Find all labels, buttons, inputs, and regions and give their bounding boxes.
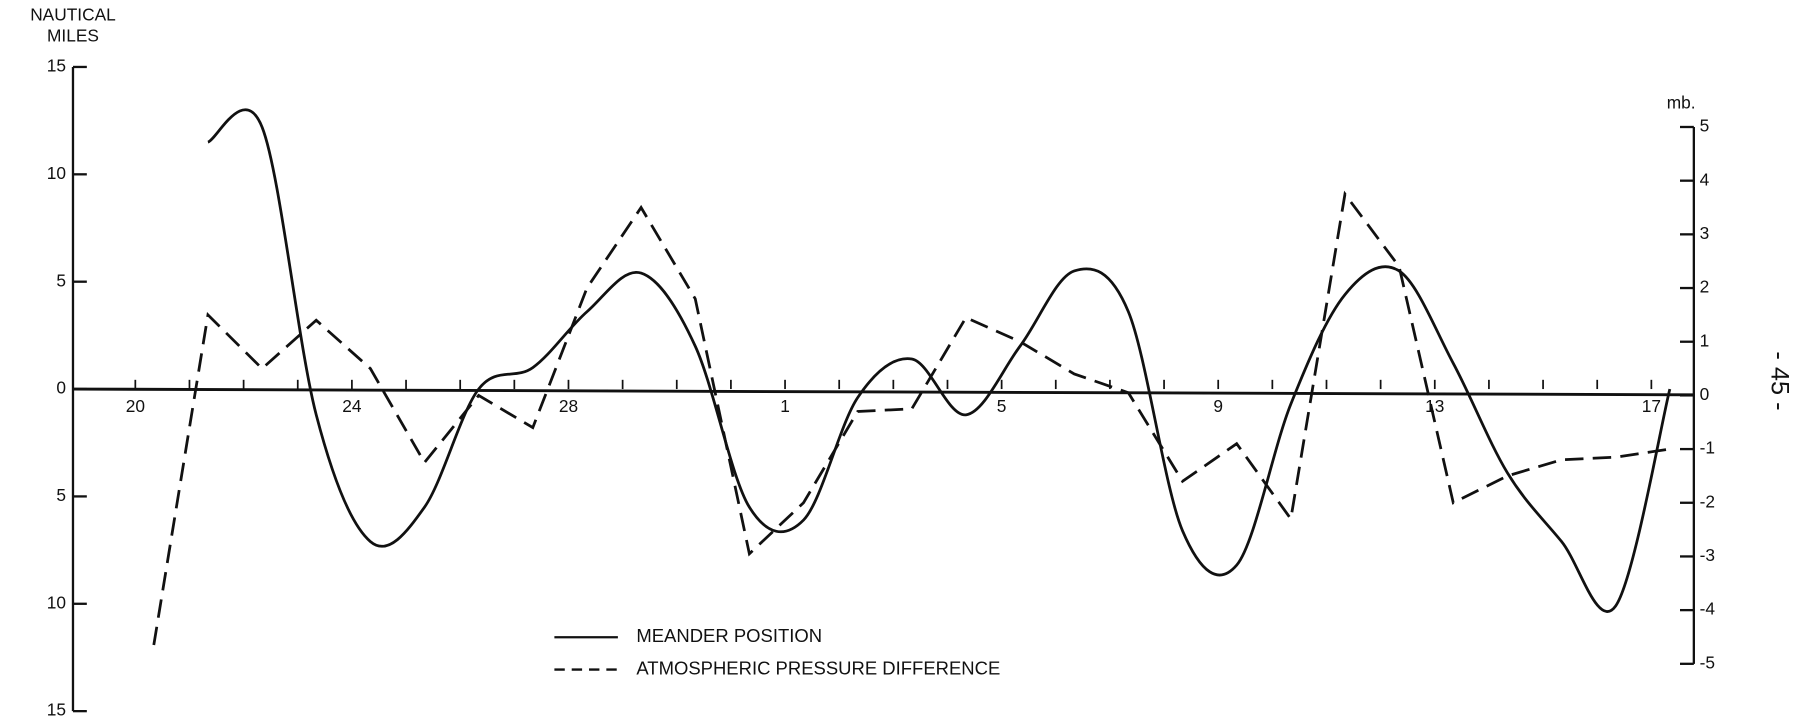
x-tick-label: 13 [1425, 396, 1444, 416]
y2-tick-label: -2 [1700, 491, 1715, 511]
y-tick-label: 10 [47, 163, 66, 183]
y-tick-label: 15 [47, 700, 66, 720]
y2-tick-label: -5 [1700, 652, 1715, 672]
x-tick-label: 17 [1642, 396, 1661, 416]
page-number: - 45 - [1765, 351, 1793, 410]
legend-label: ATMOSPHERIC PRESSURE DIFFERENCE [636, 657, 1000, 678]
x-tick-label: 28 [559, 396, 578, 416]
y-tick-label: 5 [56, 270, 66, 290]
y-tick-label: 10 [47, 592, 66, 612]
y-tick-label: 15 [47, 56, 66, 76]
x-tick-label: 5 [997, 396, 1007, 416]
y2-tick-label: -3 [1700, 545, 1715, 565]
line-series [152, 190, 1671, 646]
y2-tick-label: 3 [1700, 223, 1710, 243]
y2-tick-label: -4 [1700, 599, 1716, 619]
x-tick-label: 1 [780, 396, 790, 416]
legend-label: MEANDER POSITION [636, 625, 822, 646]
y2-tick-label: 0 [1700, 384, 1710, 404]
y2-axis-title: mb. [1667, 92, 1696, 112]
y2-tick-label: 1 [1700, 330, 1710, 350]
y2-tick-label: -1 [1700, 438, 1715, 458]
y-tick-label: 5 [56, 485, 66, 505]
x-tick-label: 20 [126, 396, 145, 416]
y-axis-title: MILES [47, 26, 99, 46]
y2-tick-label: 4 [1700, 169, 1710, 189]
y-tick-label: 0 [56, 378, 66, 398]
x-tick-label: 9 [1213, 396, 1223, 416]
x-tick-label: 24 [342, 396, 362, 416]
x-axis [72, 387, 1694, 397]
y2-tick-label: 5 [1700, 116, 1710, 136]
y-axis-title: NAUTICAL [30, 5, 116, 25]
y2-tick-label: 2 [1700, 277, 1710, 297]
line-series [207, 108, 1672, 613]
